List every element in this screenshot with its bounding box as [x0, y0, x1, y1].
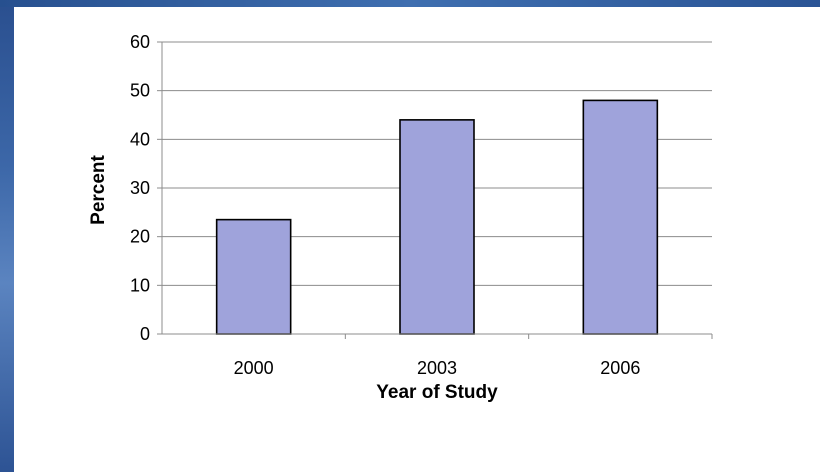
x-tick-label: 2006	[600, 358, 640, 378]
y-tick-label: 10	[130, 275, 150, 295]
x-tick-label: 2003	[417, 358, 457, 378]
bar-2000	[215, 218, 292, 335]
y-tick-label: 30	[130, 178, 150, 198]
x-axis-title: Year of Study	[376, 382, 498, 403]
y-axis-title: Percent	[88, 154, 109, 224]
y-tick-label: 60	[130, 32, 150, 52]
tick-labels: 0 10 20 30 40 50 60 2000 2003 2006	[130, 32, 640, 378]
bar-2003	[399, 119, 475, 335]
y-tick-label: 40	[130, 129, 150, 149]
y-tick-label: 0	[140, 324, 150, 344]
y-tick-label: 20	[130, 227, 150, 247]
axes	[157, 41, 713, 339]
bar-2006	[582, 99, 659, 335]
top-decorative-band	[0, 0, 820, 7]
y-tick-label: 50	[130, 81, 150, 101]
x-tick-label: 2000	[234, 358, 274, 378]
left-decorative-band	[0, 0, 14, 472]
bars	[215, 99, 659, 335]
